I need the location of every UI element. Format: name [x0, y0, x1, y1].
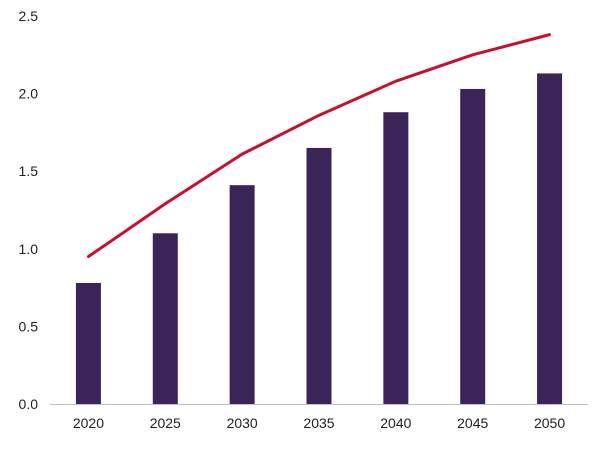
x-tick-label: 2030 [227, 415, 258, 431]
x-tick-label: 2020 [73, 415, 104, 431]
x-axis-ticks: 2020 2025 2030 2035 2040 2045 2050 [73, 415, 566, 431]
x-tick-label: 2040 [380, 415, 411, 431]
bar-2020 [75, 282, 101, 404]
y-tick-label: 2.0 [19, 86, 39, 102]
y-tick-label: 0.5 [19, 318, 39, 334]
y-tick-label: 0.0 [19, 396, 39, 412]
bar-2025 [152, 233, 178, 404]
bar-2040 [383, 112, 409, 404]
y-axis-ticks: 0.0 0.5 1.0 1.5 2.0 2.5 [19, 8, 39, 412]
line-series [86, 33, 552, 259]
y-tick-label: 1.0 [19, 241, 39, 257]
line-path [86, 33, 552, 259]
x-tick-label: 2025 [150, 415, 181, 431]
y-tick-label: 1.5 [19, 163, 39, 179]
bar-series [75, 73, 563, 405]
bar-2030 [229, 185, 255, 404]
bar-2045 [460, 88, 486, 404]
bar-2050 [537, 73, 563, 404]
x-tick-label: 2045 [457, 415, 488, 431]
y-tick-label: 2.5 [19, 8, 39, 24]
x-tick-label: 2050 [534, 415, 565, 431]
bar-2035 [306, 147, 332, 405]
x-tick-label: 2035 [303, 415, 334, 431]
